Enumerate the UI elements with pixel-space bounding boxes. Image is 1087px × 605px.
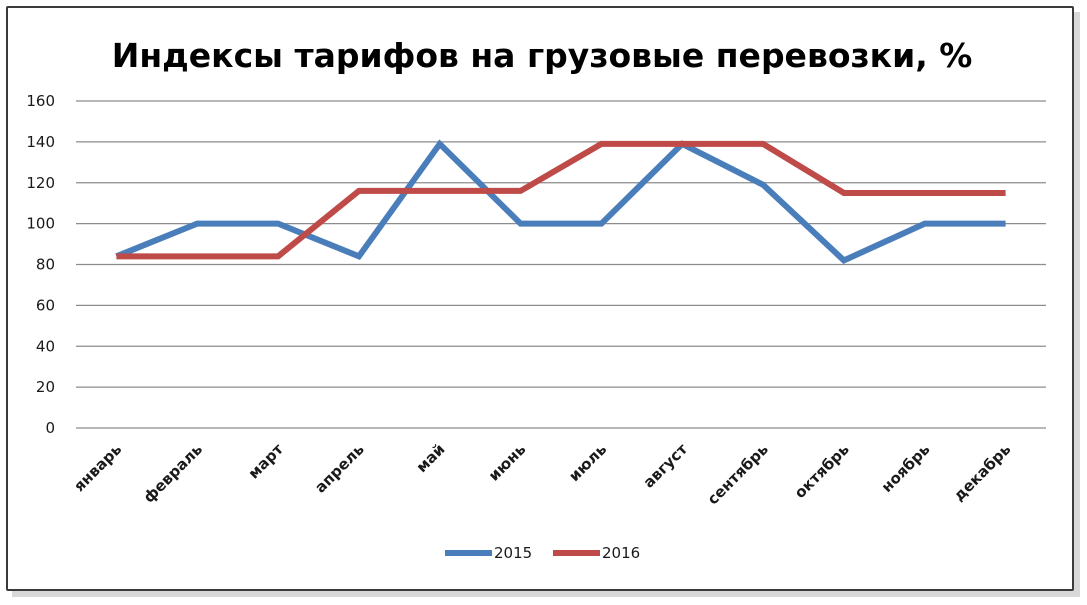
x-tick-label: июнь bbox=[485, 440, 530, 485]
x-tick-label: март bbox=[245, 440, 288, 483]
x-tick-label: август bbox=[640, 440, 692, 492]
x-tick-label: январь bbox=[70, 440, 125, 495]
series-line-2016 bbox=[116, 140, 1006, 260]
x-tick-label: декабрь bbox=[950, 440, 1015, 505]
x-tick-label: октябрь bbox=[791, 440, 853, 502]
y-tick-label: 40 bbox=[36, 337, 55, 355]
x-tick-label: апрель bbox=[311, 440, 367, 496]
y-tick-label: 80 bbox=[36, 256, 55, 274]
y-tick-label: 60 bbox=[36, 296, 55, 314]
legend-label-2015: 2015 bbox=[494, 544, 532, 562]
y-tick-label: 120 bbox=[26, 174, 55, 192]
y-axis-ticks: 0 20 40 60 80 100 120 140 160 bbox=[26, 92, 55, 437]
legend: 2015 2016 bbox=[445, 544, 640, 562]
series-lines bbox=[115, 139, 1006, 264]
y-tick-label: 140 bbox=[26, 133, 55, 151]
x-axis-ticks: январь февраль март апрель май июнь июль август… bbox=[70, 440, 1014, 508]
x-tick-label: май bbox=[413, 440, 449, 476]
chart-frame bbox=[6, 6, 1074, 591]
grid bbox=[76, 100, 1046, 429]
series-line-2015 bbox=[115, 139, 1006, 264]
y-tick-label: 0 bbox=[45, 419, 55, 437]
y-tick-label: 20 bbox=[36, 378, 55, 396]
chart-title: Индексы тарифов на грузовые перевозки, % bbox=[112, 36, 973, 75]
x-tick-label: июль bbox=[565, 440, 610, 485]
legend-label-2016: 2016 bbox=[602, 544, 640, 562]
y-tick-label: 100 bbox=[26, 215, 55, 233]
x-tick-label: сентябрь bbox=[704, 440, 772, 508]
x-tick-label: февраль bbox=[140, 440, 206, 506]
x-tick-label: ноябрь bbox=[878, 440, 934, 496]
y-tick-label: 160 bbox=[26, 92, 55, 110]
